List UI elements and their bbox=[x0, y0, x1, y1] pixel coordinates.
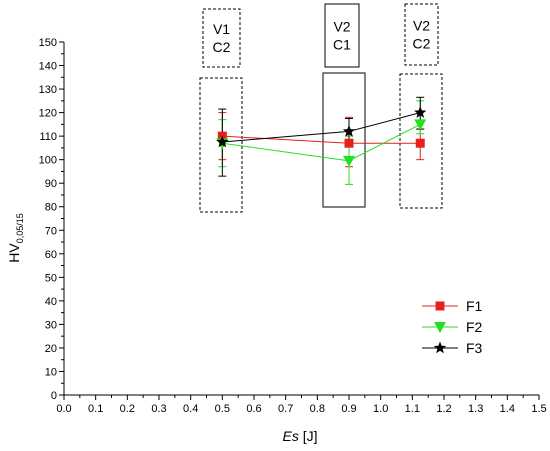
group-label-line2: C1 bbox=[333, 37, 351, 53]
x-axis-variable: Es bbox=[282, 428, 298, 444]
x-tick-label: 1.3 bbox=[468, 403, 483, 415]
group-label-line1: V2 bbox=[333, 19, 350, 35]
y-tick-label: 40 bbox=[45, 296, 57, 308]
x-axis-title: Es [J] bbox=[282, 428, 317, 444]
legend-marker-f2 bbox=[434, 322, 446, 333]
x-tick-label: 0.8 bbox=[310, 403, 325, 415]
data-point-f3 bbox=[342, 124, 356, 137]
x-tick-label: 1.1 bbox=[405, 403, 420, 415]
group-label-line1: V1 bbox=[213, 21, 230, 37]
x-tick-label: 0.9 bbox=[341, 403, 356, 415]
y-tick-label: 100 bbox=[39, 155, 57, 167]
y-tick-label: 60 bbox=[45, 249, 57, 261]
x-tick-label: 0.1 bbox=[88, 403, 103, 415]
group-outline-box bbox=[199, 77, 243, 213]
data-point-f3 bbox=[414, 106, 427, 118]
group-outline-box bbox=[399, 73, 443, 209]
y-tick-label: 10 bbox=[45, 366, 57, 378]
y-tick-label: 90 bbox=[45, 178, 57, 190]
x-axis-unit: [J] bbox=[299, 428, 318, 444]
group-label-box bbox=[324, 3, 360, 68]
y-axis-main: HV bbox=[6, 243, 22, 263]
group-label-line1: V2 bbox=[413, 18, 430, 34]
x-tick-label: 1.5 bbox=[531, 403, 546, 415]
group-label-box bbox=[202, 8, 241, 68]
x-tick-label: 0.3 bbox=[151, 403, 166, 415]
series-line-f2 bbox=[222, 123, 421, 162]
y-axis-title: HV0,05/15 bbox=[6, 213, 25, 262]
legend-label-f1: F1 bbox=[466, 298, 483, 314]
axes: 0.0 0.1 0.2 0.3 0.4 0.5 0.6 0.7 0.8 0.9 1.0 1.1 1.2 1… bbox=[39, 37, 547, 415]
y-tick-label: 110 bbox=[39, 131, 57, 143]
y-tick-label: 120 bbox=[39, 108, 57, 120]
y-tick-label: 30 bbox=[45, 319, 57, 331]
legend-label-f2: F2 bbox=[466, 319, 483, 335]
y-tick-label: 70 bbox=[45, 225, 57, 237]
x-tick-label: 0.5 bbox=[215, 403, 230, 415]
x-tick-label: 0.0 bbox=[56, 403, 71, 415]
x-tick-label: 1.0 bbox=[373, 403, 388, 415]
error-bars bbox=[218, 96, 425, 185]
y-tick-label: 130 bbox=[39, 84, 57, 96]
group-label-line2: C2 bbox=[413, 36, 431, 52]
x-tick-label: 1.4 bbox=[500, 403, 515, 415]
legend-label-f3: F3 bbox=[466, 340, 483, 356]
y-axis-subscript: 0,05/15 bbox=[15, 213, 25, 243]
x-tick-label: 0.7 bbox=[278, 403, 293, 415]
group-label-box bbox=[404, 3, 439, 66]
group-label-line2: C2 bbox=[213, 39, 231, 55]
y-tick-label: 20 bbox=[45, 343, 57, 355]
x-tick-label: 0.4 bbox=[183, 403, 198, 415]
legend: F1 F2 F3 bbox=[422, 298, 483, 356]
data-point-f2 bbox=[343, 155, 355, 167]
x-tick-label: 0.6 bbox=[246, 403, 261, 415]
data-point-f3 bbox=[216, 135, 229, 148]
y-tick-label: 50 bbox=[45, 272, 57, 284]
data-point-f2 bbox=[414, 119, 427, 131]
y-tick-label: 0 bbox=[51, 390, 57, 402]
legend-marker-f1 bbox=[435, 301, 445, 311]
series-lines bbox=[222, 112, 421, 162]
group-boxes: V1 C2 V2 C1 V2 C2 bbox=[199, 3, 443, 213]
y-tick-label: 140 bbox=[39, 61, 57, 73]
x-tick-label: 1.2 bbox=[436, 403, 451, 415]
legend-marker-f3 bbox=[433, 341, 447, 354]
data-point-f1 bbox=[415, 138, 425, 148]
group-outline-box bbox=[322, 72, 366, 208]
x-tick-label: 0.2 bbox=[120, 403, 135, 415]
series-markers bbox=[216, 106, 427, 167]
data-point-f1 bbox=[344, 138, 354, 148]
y-tick-label: 150 bbox=[39, 37, 57, 49]
y-tick-label: 80 bbox=[45, 202, 57, 214]
